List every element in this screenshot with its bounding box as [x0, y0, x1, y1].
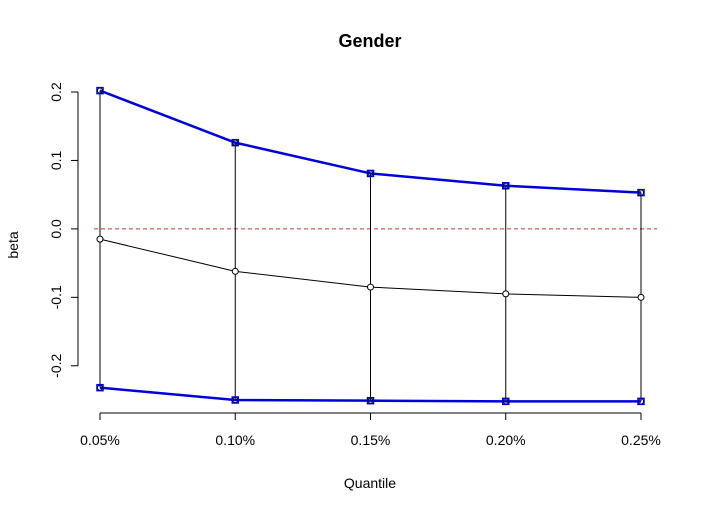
y-axis-label: beta	[5, 231, 21, 258]
estimate-point	[231, 267, 239, 275]
upper-point-inner	[367, 170, 374, 177]
y-tick-label: -0.1	[48, 285, 64, 309]
upper-point	[366, 169, 375, 178]
axes: -0.2 -0.1 0.0 0.1 0.2 0.05% 0.10% 0.15% 0.20% 0.2…	[48, 82, 661, 448]
x-tick-label: 0.10%	[215, 432, 255, 448]
estimate-point	[637, 293, 645, 301]
upper-point	[502, 182, 510, 190]
lower-point	[637, 397, 645, 406]
y-tick-label: 0.0	[48, 219, 64, 239]
x-tick-label: 0.05%	[80, 432, 120, 448]
y-tick-label: 0.2	[48, 82, 64, 102]
lower-series-line	[99, 386, 641, 403]
upper-point	[96, 86, 104, 95]
upper-point	[637, 188, 645, 197]
x-tick-label: 0.15%	[351, 432, 391, 448]
x-tick-label: 0.25%	[621, 432, 661, 448]
lower-point	[231, 396, 239, 404]
upper-point-inner	[502, 182, 509, 189]
estimate-point	[96, 235, 104, 243]
chart-title: Gender	[338, 31, 401, 51]
upper-series-line	[99, 89, 642, 194]
upper-point-inner	[97, 87, 103, 94]
plot-area	[94, 86, 657, 406]
upper-point	[231, 138, 239, 147]
x-axis-label: Quantile	[344, 475, 396, 491]
upper-point-inner	[638, 189, 644, 196]
x-tick-label: 0.20%	[486, 432, 526, 448]
lower-point	[96, 383, 104, 392]
estimate-point	[502, 290, 510, 298]
upper-point-inner	[232, 139, 239, 146]
lower-point-inner	[367, 397, 374, 404]
lower-point	[502, 397, 510, 406]
y-tick-label: -0.2	[48, 354, 64, 378]
y-tick-label: 0.1	[48, 151, 64, 171]
lower-point-inner	[638, 398, 644, 405]
lower-point-inner	[232, 397, 239, 403]
lower-point-inner	[502, 398, 509, 405]
estimate-point	[367, 283, 374, 291]
lower-point	[366, 396, 375, 405]
lower-point-inner	[97, 384, 103, 391]
